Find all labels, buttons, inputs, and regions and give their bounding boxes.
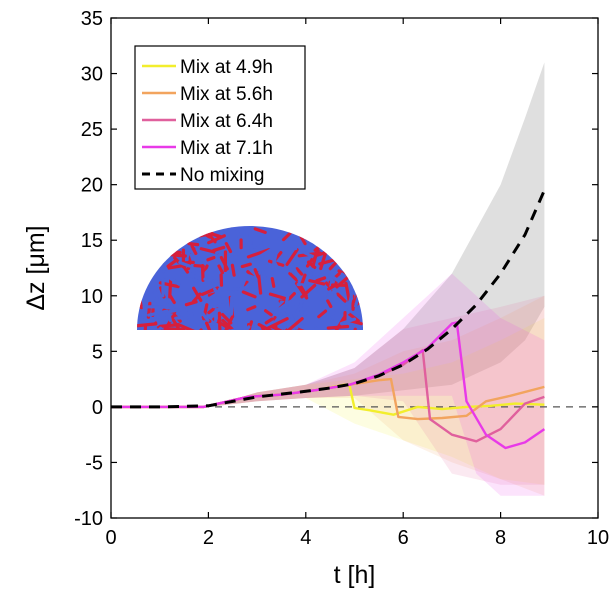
colony-cells	[137, 226, 363, 330]
x-axis-ticks: 0 2 4 6 8 10	[105, 18, 609, 549]
legend-label-mix-at-5-6h: Mix at 5.6h	[180, 84, 273, 105]
plot-frame	[110, 17, 599, 519]
y-tick-label: 35	[81, 8, 103, 30]
band-mix-at-4-9h	[111, 318, 545, 485]
y-tick-label: -5	[85, 452, 103, 474]
legend-label-no-mixing: No mixing	[180, 165, 264, 186]
x-tick-label: 6	[398, 527, 409, 549]
y-tick-label: 5	[92, 341, 103, 363]
legend-label-mix-at-6-4h: Mix at 6.4h	[180, 111, 273, 132]
y-tick-label: 15	[81, 230, 103, 252]
legend-box	[134, 45, 306, 190]
band-mix-at-7-1h	[111, 273, 545, 496]
x-axis-label: t [h]	[334, 561, 376, 589]
y-axis-label: Δz [μm]	[22, 225, 50, 310]
x-tick-label: 2	[203, 527, 214, 549]
x-tick-label: 4	[300, 527, 311, 549]
legend: Mix at 4.9h Mix at 5.6h Mix at 6.4h Mix at …	[134, 45, 306, 190]
y-tick-label: 20	[81, 175, 103, 197]
band-mix-at-5-6h	[111, 295, 545, 496]
band-no-mixing	[111, 62, 545, 407]
legend-label-mix-at-7-1h: Mix at 7.1h	[180, 138, 273, 159]
x-tick-label: 8	[495, 527, 506, 549]
y-tick-label: 0	[92, 397, 103, 419]
y-tick-label: 25	[81, 119, 103, 141]
x-tick-label: 0	[105, 527, 116, 549]
legend-label-mix-at-4-9h: Mix at 4.9h	[180, 57, 273, 78]
y-tick-label: -10	[74, 508, 103, 530]
band-mix-at-6-4h	[111, 295, 545, 485]
confidence-bands	[111, 62, 545, 496]
y-axis-ticks: -10 -5 0 5 10 15 20 25 30 35	[74, 8, 598, 530]
y-tick-label: 10	[81, 286, 103, 308]
x-tick-label: 10	[587, 527, 609, 549]
series-line-no-mixing	[111, 189, 546, 409]
colony-inset-image	[137, 226, 363, 330]
series-lines	[111, 189, 546, 450]
y-tick-label: 30	[81, 64, 103, 86]
